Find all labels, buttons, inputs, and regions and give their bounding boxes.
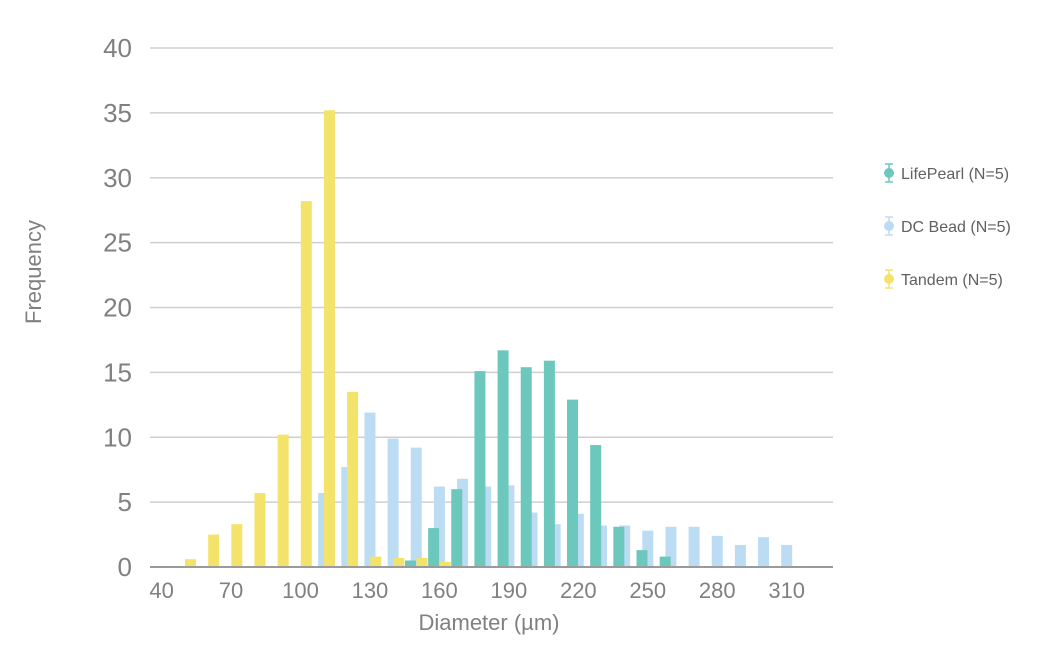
legend-label: DC Bead (N=5) bbox=[901, 219, 1011, 236]
x-tick-label: 280 bbox=[699, 578, 736, 603]
x-tick-label: 130 bbox=[352, 578, 389, 603]
bar bbox=[590, 445, 602, 567]
bar bbox=[659, 556, 671, 567]
bar bbox=[549, 524, 561, 567]
legend-label: Tandem (N=5) bbox=[901, 272, 1003, 289]
y-tick-label: 5 bbox=[118, 487, 132, 517]
bar bbox=[404, 560, 416, 567]
x-tick-label: 100 bbox=[282, 578, 319, 603]
bar bbox=[370, 556, 382, 567]
legend-item: LifePearl (N=5) bbox=[884, 163, 1009, 183]
bar bbox=[734, 544, 746, 567]
bar bbox=[572, 513, 584, 567]
bar bbox=[433, 486, 445, 567]
bar bbox=[781, 544, 793, 567]
grid-lines bbox=[150, 47, 833, 503]
bar bbox=[480, 486, 492, 567]
y-axis-title: Frequency bbox=[21, 220, 46, 324]
bar bbox=[439, 561, 451, 567]
x-axis-title: Diameter (µm) bbox=[418, 610, 559, 635]
legend-marker bbox=[884, 274, 894, 284]
bar bbox=[497, 350, 509, 567]
bar bbox=[567, 399, 579, 567]
bar bbox=[347, 391, 359, 567]
bar bbox=[428, 528, 440, 567]
x-tick-label: 190 bbox=[491, 578, 528, 603]
bar bbox=[387, 438, 399, 567]
bar bbox=[613, 526, 625, 567]
legend-label: LifePearl (N=5) bbox=[901, 166, 1009, 183]
y-tick-label: 15 bbox=[103, 357, 132, 387]
x-tick-label: 160 bbox=[421, 578, 458, 603]
bar bbox=[595, 525, 607, 567]
bar bbox=[665, 526, 677, 567]
bar bbox=[457, 478, 469, 567]
legend-item: DC Bead (N=5) bbox=[884, 216, 1011, 236]
legend-item: Tandem (N=5) bbox=[884, 269, 1003, 289]
y-tick-label: 30 bbox=[103, 163, 132, 193]
bar bbox=[393, 557, 405, 567]
x-tick-label: 70 bbox=[219, 578, 243, 603]
x-tick-label: 310 bbox=[768, 578, 805, 603]
bar bbox=[410, 447, 422, 567]
bar bbox=[451, 489, 463, 567]
y-tick-label: 40 bbox=[103, 33, 132, 63]
bar bbox=[323, 110, 335, 567]
y-tick-label: 20 bbox=[103, 293, 132, 323]
bar bbox=[416, 557, 428, 567]
bar bbox=[758, 537, 770, 567]
bar bbox=[474, 371, 486, 567]
y-tick-label: 35 bbox=[103, 98, 132, 128]
bar bbox=[300, 201, 312, 568]
bar bbox=[711, 535, 723, 567]
bar bbox=[520, 367, 532, 567]
legend-marker bbox=[884, 221, 894, 231]
bar bbox=[254, 493, 266, 567]
y-tick-label: 0 bbox=[118, 552, 132, 582]
bar bbox=[277, 434, 289, 567]
bar bbox=[208, 534, 220, 567]
legend: LifePearl (N=5) DC Bead (N=5) Tandem (N=5) bbox=[884, 163, 1011, 289]
bar bbox=[543, 360, 555, 567]
bar bbox=[636, 550, 648, 567]
bar bbox=[318, 493, 330, 567]
bar bbox=[526, 512, 538, 567]
bar bbox=[341, 467, 353, 567]
bars-group bbox=[185, 110, 793, 568]
bar bbox=[503, 485, 515, 567]
axes-group: 0 5 10 15 20 25 30 35 40 40 70 100 130 160 190 220 250 28… bbox=[103, 33, 833, 603]
bar bbox=[185, 559, 197, 567]
y-tick-label: 25 bbox=[103, 228, 132, 258]
y-tick-label: 10 bbox=[103, 422, 132, 452]
bar bbox=[619, 525, 631, 567]
bar bbox=[231, 524, 243, 567]
x-tick-label: 40 bbox=[149, 578, 173, 603]
x-tick-label: 250 bbox=[629, 578, 666, 603]
x-tick-label: 220 bbox=[560, 578, 597, 603]
legend-marker bbox=[884, 168, 894, 178]
bar bbox=[642, 530, 654, 567]
bar bbox=[688, 526, 700, 567]
bar bbox=[364, 412, 376, 567]
